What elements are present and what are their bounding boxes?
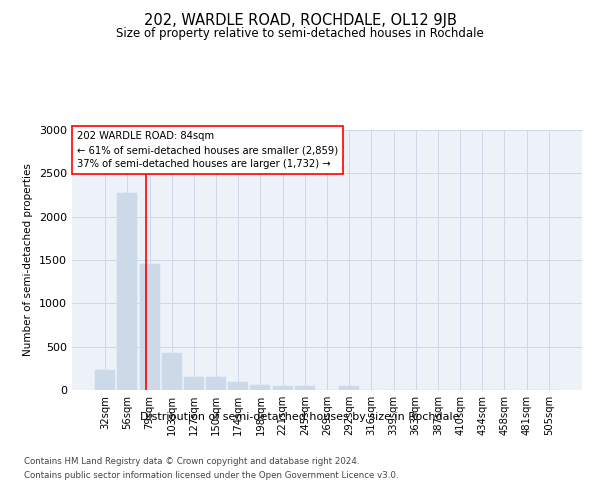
Text: 202, WARDLE ROAD, ROCHDALE, OL12 9JB: 202, WARDLE ROAD, ROCHDALE, OL12 9JB bbox=[143, 12, 457, 28]
Bar bbox=[272, 386, 293, 390]
Bar bbox=[184, 376, 204, 390]
Text: 202 WARDLE ROAD: 84sqm
← 61% of semi-detached houses are smaller (2,859)
37% of : 202 WARDLE ROAD: 84sqm ← 61% of semi-det… bbox=[77, 132, 338, 170]
Text: Contains public sector information licensed under the Open Government Licence v3: Contains public sector information licen… bbox=[24, 471, 398, 480]
Bar bbox=[118, 194, 137, 390]
Bar bbox=[140, 264, 160, 390]
Text: Contains HM Land Registry data © Crown copyright and database right 2024.: Contains HM Land Registry data © Crown c… bbox=[24, 458, 359, 466]
Text: Size of property relative to semi-detached houses in Rochdale: Size of property relative to semi-detach… bbox=[116, 28, 484, 40]
Bar bbox=[95, 370, 115, 390]
Bar bbox=[228, 382, 248, 390]
Y-axis label: Number of semi-detached properties: Number of semi-detached properties bbox=[23, 164, 34, 356]
Bar bbox=[339, 386, 359, 390]
Bar bbox=[295, 386, 315, 390]
Bar bbox=[206, 376, 226, 390]
Text: Distribution of semi-detached houses by size in Rochdale: Distribution of semi-detached houses by … bbox=[140, 412, 460, 422]
Bar bbox=[250, 385, 271, 390]
Bar bbox=[162, 352, 182, 390]
